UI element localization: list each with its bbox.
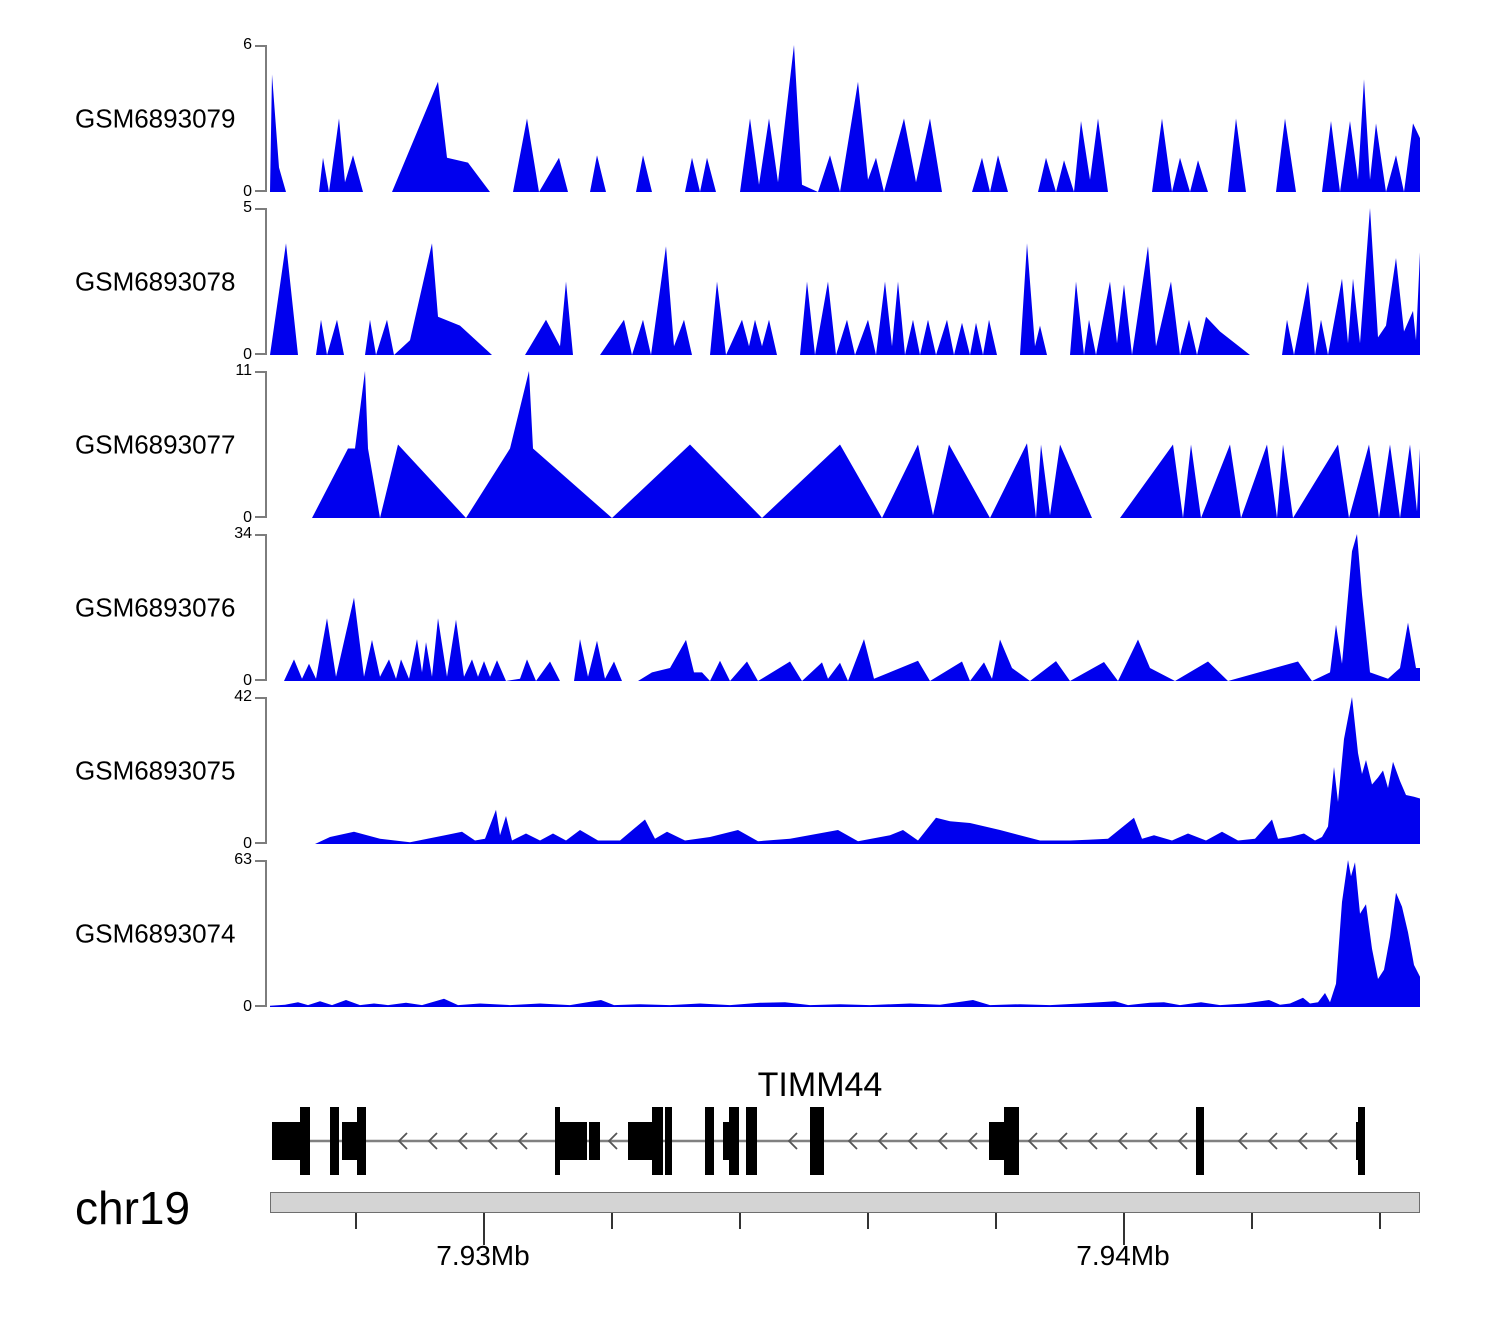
coverage-area [270,534,1420,681]
y-axis-min-label: 0 [243,835,252,852]
chromosome-ruler-bar [270,1192,1420,1213]
exon-box [705,1107,714,1175]
exon-box [1004,1107,1019,1175]
track-label: GSM6893077 [75,429,236,459]
exon-box [342,1122,359,1160]
exon-box [989,1122,1004,1160]
ruler-major-tick [1123,1213,1125,1245]
y-axis [255,697,277,844]
exon-box [589,1122,600,1160]
track-label: GSM6893075 [75,755,236,785]
exon-box [559,1122,587,1160]
exon-box [746,1107,757,1175]
y-axis-max-label: 42 [234,688,252,705]
ruler-coordinate-label: 7.93Mb [436,1240,530,1271]
ruler-minor-tick [995,1213,997,1229]
ruler-coordinate-label: 7.94Mb [1076,1240,1170,1271]
y-axis-max-label: 34 [234,525,252,542]
coverage-track-gsm6893075: GSM6893075 42 0 [0,688,1500,852]
y-axis [255,371,277,518]
y-axis-max-label: 5 [243,199,252,216]
coverage-track-gsm6893077: GSM6893077 11 0 [0,362,1500,526]
exon-box [272,1122,300,1160]
y-axis [255,45,277,192]
exon-box [300,1107,310,1175]
ruler-major-tick [483,1213,485,1245]
gene-name-label: TIMM44 [757,1066,883,1104]
ruler-minor-tick [867,1213,869,1229]
y-axis [255,534,277,681]
ruler-minor-tick [1251,1213,1253,1229]
exon-box [555,1107,560,1175]
y-axis-max-label: 11 [235,362,252,379]
y-axis-min-label: 0 [243,183,252,200]
track-label: GSM6893074 [75,918,236,948]
y-axis-min-label: 0 [243,509,252,526]
ruler-minor-tick [611,1213,613,1229]
coverage-area [270,697,1420,844]
gene-model [272,1107,1365,1175]
chromosome-label: chr19 [75,1182,191,1234]
ruler-minor-tick [355,1213,357,1229]
y-axis [255,860,277,1007]
track-label: GSM6893078 [75,266,236,296]
exon-box [652,1107,663,1175]
coverage-area [270,208,1420,355]
exon-box [1196,1107,1204,1175]
exon-box [357,1107,366,1175]
y-axis-min-label: 0 [243,346,252,363]
y-axis-min-label: 0 [243,998,252,1015]
exon-box [628,1122,652,1160]
exon-box [330,1107,339,1175]
track-label: GSM6893079 [75,103,236,133]
exon-box [810,1107,824,1175]
coverage-track-gsm6893076: GSM6893076 34 0 [0,525,1500,689]
exon-box [1358,1107,1365,1175]
ruler-minor-tick [1379,1213,1381,1229]
track-label: GSM6893076 [75,592,236,622]
ruler-minor-tick [739,1213,741,1229]
y-axis [255,208,277,355]
coverage-area [270,45,1420,192]
coverage-area [270,860,1420,1007]
y-axis-max-label: 6 [243,36,252,53]
y-axis-min-label: 0 [243,672,252,689]
exon-box [665,1107,672,1175]
coverage-track-gsm6893079: GSM6893079 6 0 [0,36,1500,200]
coverage-area [270,371,1420,518]
coverage-track-gsm6893074: GSM6893074 63 0 [0,851,1500,1015]
y-axis-max-label: 63 [234,851,252,868]
exon-box [729,1107,739,1175]
exon-box [723,1122,730,1160]
coverage-track-gsm6893078: GSM6893078 5 0 [0,199,1500,363]
